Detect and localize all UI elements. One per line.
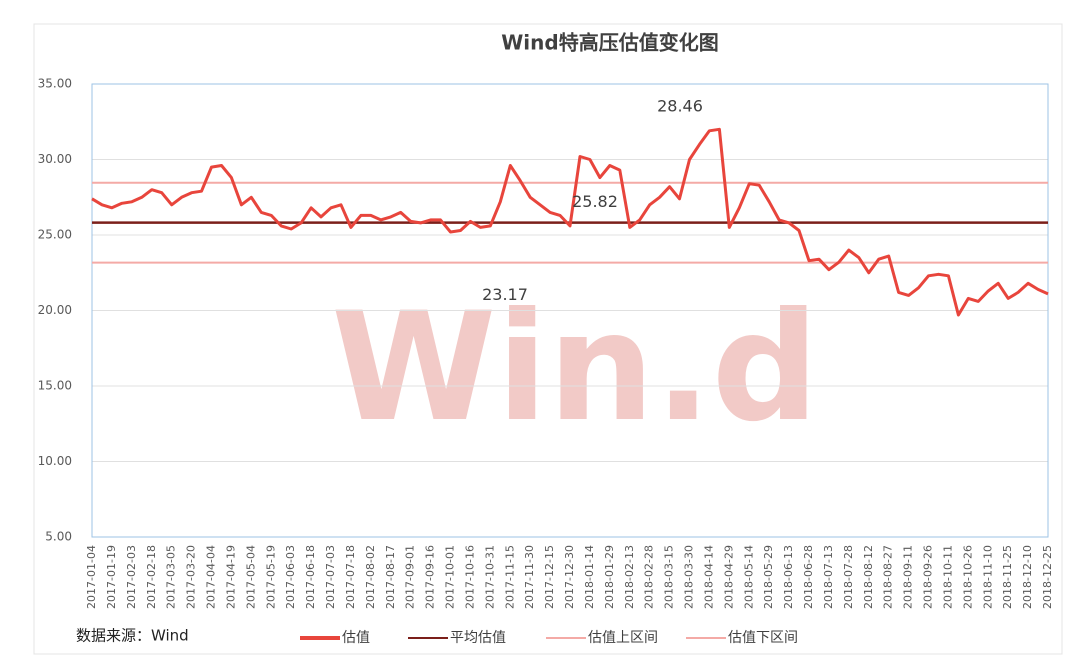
plot-frame (91, 83, 1049, 538)
y-tick-label: 15.00 (38, 379, 72, 393)
reference-label: 25.82 (572, 192, 618, 211)
x-tick-label: 2017-07-18 (344, 545, 357, 609)
reference-label: 28.46 (657, 96, 703, 115)
y-tick-label: 5.00 (45, 530, 72, 544)
x-tick-label: 2017-11-15 (503, 545, 516, 609)
x-tick-label: 2018-05-14 (742, 545, 755, 609)
x-tick-label: 2018-04-14 (702, 545, 715, 609)
legend-label: 估值 (342, 630, 370, 646)
x-tick-label: 2017-03-20 (185, 545, 198, 609)
x-tick-label: 2017-10-16 (463, 545, 476, 609)
x-tick-label: 2018-02-28 (643, 545, 656, 609)
x-tick-label: 2018-10-11 (941, 545, 954, 609)
x-tick-label: 2017-08-17 (384, 545, 397, 609)
y-tick-label: 35.00 (38, 77, 72, 91)
x-tick-label: 2018-12-25 (1041, 545, 1054, 609)
x-tick-label: 2017-05-19 (264, 545, 277, 609)
x-tick-label: 2018-06-13 (782, 545, 795, 609)
source: 数据来源：Wind (76, 627, 189, 645)
x-tick-label: 2018-01-29 (603, 545, 616, 609)
x-tick-label: 2017-10-31 (483, 545, 496, 609)
x-tick-label: 2017-06-03 (284, 545, 297, 609)
x-tick-label: 2018-06-28 (802, 545, 815, 609)
x-tick-label: 2017-10-01 (444, 545, 457, 609)
x-tick-label: 2018-07-28 (842, 545, 855, 609)
y-tick-label: 30.00 (38, 152, 72, 166)
x-tick-label: 2017-12-30 (563, 545, 576, 609)
x-tick-label: 2017-03-05 (165, 545, 178, 609)
x-tick-label: 2017-06-18 (304, 545, 317, 609)
x-tick-label: 2018-05-29 (762, 545, 775, 609)
x-tick-label: 2017-01-19 (105, 545, 118, 609)
y-tick-label: 25.00 (38, 228, 72, 242)
reference-label: 23.17 (482, 285, 528, 304)
x-tick-label: 2018-10-26 (961, 545, 974, 609)
x-tick-label: 2018-08-27 (882, 545, 895, 609)
chart-frame (33, 23, 1063, 655)
x-tick-label: 2018-03-15 (663, 545, 676, 609)
x-tick-label: 2018-11-25 (1001, 545, 1014, 609)
x-tick-label: 2017-07-03 (324, 545, 337, 609)
x-tick-label: 2017-09-01 (404, 545, 417, 609)
x-tick-label: 2018-03-30 (683, 545, 696, 609)
x-tick-label: 2018-09-26 (922, 545, 935, 609)
x-tick-label: 2018-07-13 (822, 545, 835, 609)
x-tick-label: 2017-05-04 (244, 545, 257, 609)
x-tick-label: 2017-02-18 (145, 545, 158, 609)
chart-title: Wind特高压估值变化图 (501, 31, 718, 55)
x-tick-label: 2018-04-29 (722, 545, 735, 609)
x-tick-label: 2017-04-04 (205, 545, 218, 609)
x-tick-label: 2018-01-14 (583, 545, 596, 609)
legend-label: 估值下区间 (728, 630, 798, 646)
series-line (91, 127, 1049, 317)
x-tick-label: 2017-11-30 (523, 545, 536, 609)
legend-label: 估值上区间 (588, 630, 658, 646)
x-tick-label: 2017-12-15 (543, 545, 556, 609)
x-tick-label: 2017-08-02 (364, 545, 377, 609)
x-tick-label: 2018-12-10 (1021, 545, 1034, 609)
y-tick-label: 20.00 (38, 303, 72, 317)
x-tick-label: 2017-04-19 (224, 545, 237, 609)
x-tick-label: 2018-08-12 (862, 545, 875, 609)
x-tick-label: 2017-01-04 (85, 545, 98, 609)
watermark: Win.d (331, 281, 819, 455)
x-tick-label: 2018-02-13 (623, 545, 636, 609)
x-tick-label: 2017-09-16 (424, 545, 437, 609)
x-tick-label: 2017-02-03 (125, 545, 138, 609)
legend-label: 平均估值 (450, 630, 506, 646)
x-tick-label: 2018-11-10 (981, 545, 994, 609)
y-tick-label: 10.00 (38, 454, 72, 468)
x-tick-label: 2018-09-11 (902, 545, 915, 609)
